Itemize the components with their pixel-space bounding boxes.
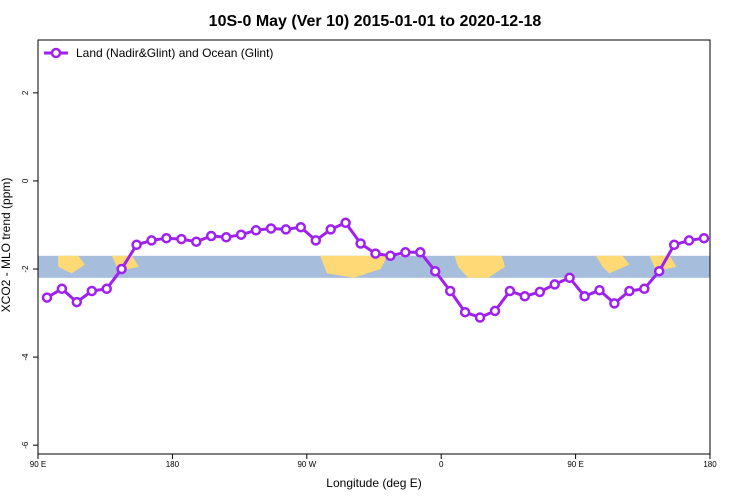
data-point [205, 230, 217, 242]
data-point [131, 239, 142, 251]
data-point [429, 265, 441, 277]
data-point [683, 235, 695, 246]
legend-entry-label: Land (Nadir&Glint) and Ocean (Glint) [76, 46, 273, 60]
y-tick-label: -6 [21, 441, 30, 449]
chart-title: 10S-0 May (Ver 10) 2015-01-01 to 2020-12… [209, 13, 542, 30]
x-tick-label: 180 [166, 460, 180, 469]
legend-marker [50, 47, 62, 59]
data-point [534, 286, 546, 298]
data-point [489, 305, 501, 317]
x-axis: 90 E 180 90 W 0 90 E 180 [30, 454, 717, 469]
data-point [474, 312, 486, 323]
y-axis: 2 0 -2 -4 -6 [21, 90, 38, 449]
map-land-africa [454, 255, 505, 278]
data-point [310, 235, 322, 246]
y-tick-label: 2 [21, 90, 30, 95]
data-point [101, 283, 112, 295]
x-tick-label: 90 E [30, 460, 46, 469]
data-point [176, 233, 187, 245]
x-tick-label: 90 E [567, 460, 583, 469]
data-point [191, 236, 202, 247]
data-point [579, 291, 590, 302]
data-point [86, 285, 98, 297]
data-point [146, 235, 157, 246]
data-point [653, 265, 665, 277]
x-axis-label: Longitude (deg E) [326, 476, 421, 490]
data-point [549, 279, 560, 290]
x-tick-label: 180 [703, 460, 717, 469]
y-tick-label: -2 [21, 265, 30, 273]
data-point [71, 296, 83, 308]
data-point [564, 272, 575, 284]
plot-border [37, 39, 711, 455]
y-tick-label: 0 [21, 178, 30, 183]
data-point [56, 283, 68, 295]
map-land-south-america [320, 255, 388, 278]
data-point [504, 285, 516, 297]
map-strip [38, 255, 710, 278]
map-land-australia [58, 255, 85, 274]
data-point [624, 285, 635, 297]
data-point [370, 248, 381, 259]
data-point [400, 247, 411, 258]
data-point [235, 229, 247, 240]
y-axis-label: XCO2 - MLO trend (ppm) [0, 178, 13, 313]
data-point [444, 285, 456, 297]
map-land-australia-repeat [595, 255, 630, 274]
data-point [609, 298, 620, 309]
data-point [594, 284, 605, 296]
data-point [280, 224, 292, 235]
data-point [355, 238, 366, 249]
data-point [459, 306, 471, 318]
data-point [265, 223, 277, 234]
data-point [116, 263, 127, 275]
series-layer [41, 217, 710, 323]
legend: Land (Nadir&Glint) and Ocean (Glint) [44, 46, 273, 60]
data-point [325, 224, 336, 235]
data-point [698, 232, 710, 244]
x-tick-label: 90 W [297, 460, 316, 469]
data-point [519, 291, 531, 302]
plot-area: 90 E 180 90 W 0 90 E 180 2 0 -2 -4 -6 [21, 39, 717, 469]
data-point [639, 283, 650, 295]
data-point [340, 217, 351, 229]
y-tick-label: -4 [21, 353, 30, 361]
data-point [161, 232, 172, 244]
data-point [41, 292, 53, 303]
data-point [385, 250, 396, 262]
data-point [220, 232, 232, 243]
data-point [668, 239, 680, 251]
data-point [415, 247, 426, 258]
data-point [295, 221, 307, 233]
x-tick-label: 0 [439, 460, 444, 469]
data-point [250, 225, 262, 236]
